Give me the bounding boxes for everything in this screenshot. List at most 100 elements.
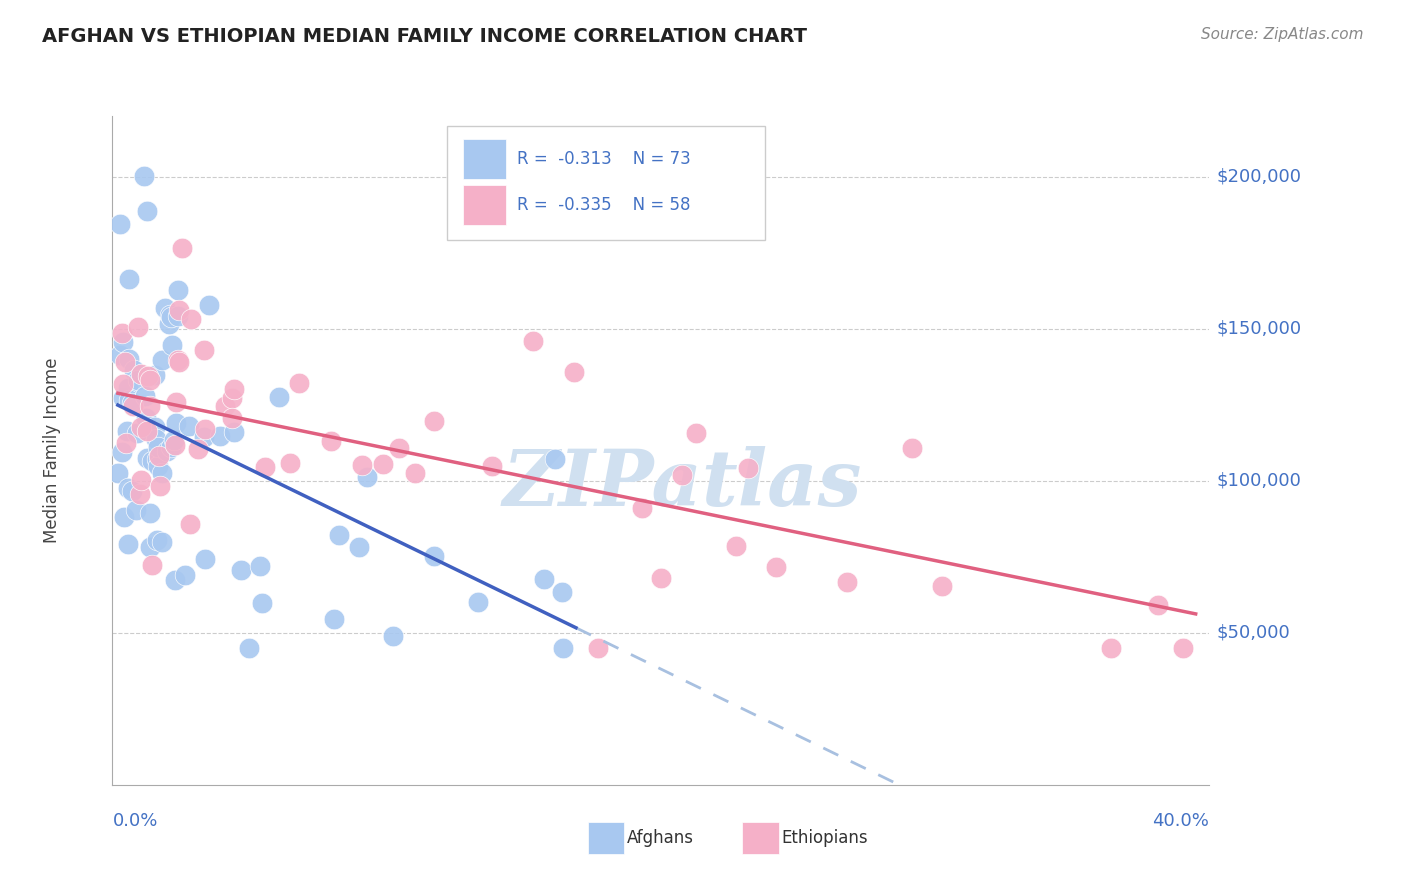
Point [287, 376, 309, 390]
Point [111, 334, 134, 349]
Point [139, 399, 162, 413]
Point [127, 320, 149, 334]
Point [231, 562, 253, 576]
Point [117, 482, 139, 496]
Point [135, 450, 157, 465]
Point [112, 376, 135, 391]
Text: $150,000: $150,000 [1216, 320, 1302, 338]
Point [150, 535, 173, 549]
Point [249, 559, 271, 574]
Point [108, 348, 131, 362]
Point [165, 437, 187, 451]
Point [671, 467, 693, 482]
Point [165, 416, 187, 430]
Point [149, 479, 172, 493]
Text: 0.0%: 0.0% [112, 812, 157, 830]
Point [159, 310, 181, 325]
Point [347, 540, 370, 554]
Point [139, 373, 162, 387]
Point [194, 422, 217, 436]
Point [197, 298, 219, 312]
Point [322, 612, 344, 626]
Point [134, 389, 156, 403]
Point [422, 414, 444, 428]
Point [685, 426, 707, 441]
Point [180, 312, 202, 326]
Point [269, 390, 291, 404]
Point [146, 533, 169, 548]
Point [125, 503, 148, 517]
Point [121, 396, 143, 410]
Point [129, 367, 152, 381]
Point [125, 425, 148, 440]
Point [114, 355, 136, 369]
Point [187, 442, 209, 456]
Point [145, 432, 167, 446]
Point [522, 334, 544, 348]
Point [148, 449, 170, 463]
Point [1101, 641, 1123, 656]
Point [112, 391, 135, 405]
Point [132, 169, 155, 183]
Text: Ethiopians: Ethiopians [782, 829, 869, 847]
Point [224, 382, 246, 396]
Point [122, 399, 145, 413]
Point [135, 410, 157, 425]
Point [373, 457, 395, 471]
Text: AFGHAN VS ETHIOPIAN MEDIAN FAMILY INCOME CORRELATION CHART: AFGHAN VS ETHIOPIAN MEDIAN FAMILY INCOME… [42, 27, 807, 45]
Point [179, 516, 201, 531]
Point [108, 217, 131, 231]
Point [163, 574, 186, 588]
Point [1146, 598, 1168, 612]
Point [319, 434, 342, 448]
Point [146, 458, 169, 473]
Point [129, 420, 152, 434]
Point [467, 595, 489, 609]
Point [586, 641, 609, 656]
Point [136, 369, 159, 384]
Point [117, 393, 139, 408]
FancyBboxPatch shape [464, 186, 506, 225]
Point [135, 203, 157, 218]
Point [166, 283, 188, 297]
Point [350, 458, 373, 472]
Point [222, 425, 245, 440]
FancyBboxPatch shape [464, 139, 506, 179]
Point [162, 337, 184, 351]
Point [381, 629, 404, 643]
Point [111, 444, 134, 458]
Point [901, 441, 924, 455]
Point [115, 424, 138, 438]
Point [544, 451, 567, 466]
Point [159, 308, 181, 322]
Point [214, 399, 236, 413]
Text: R =  -0.313    N = 73: R = -0.313 N = 73 [517, 150, 690, 168]
Point [117, 352, 139, 367]
Point [238, 641, 260, 656]
Point [387, 441, 409, 455]
Point [136, 425, 159, 439]
Point [139, 540, 162, 554]
Point [423, 549, 446, 563]
Point [107, 466, 129, 480]
Point [737, 461, 759, 475]
Point [1171, 641, 1194, 656]
Point [165, 394, 187, 409]
Point [356, 469, 378, 483]
Point [193, 343, 215, 357]
Point [115, 435, 138, 450]
Point [150, 353, 173, 368]
Point [112, 509, 135, 524]
Point [141, 558, 163, 573]
Point [155, 444, 177, 458]
Point [481, 458, 503, 473]
Point [118, 271, 141, 285]
Text: $200,000: $200,000 [1216, 168, 1301, 186]
Point [209, 428, 232, 442]
Point [146, 440, 169, 454]
Point [167, 303, 190, 318]
Point [551, 584, 574, 599]
Point [139, 506, 162, 520]
Text: Median Family Income: Median Family Income [44, 358, 62, 543]
Point [153, 301, 176, 316]
